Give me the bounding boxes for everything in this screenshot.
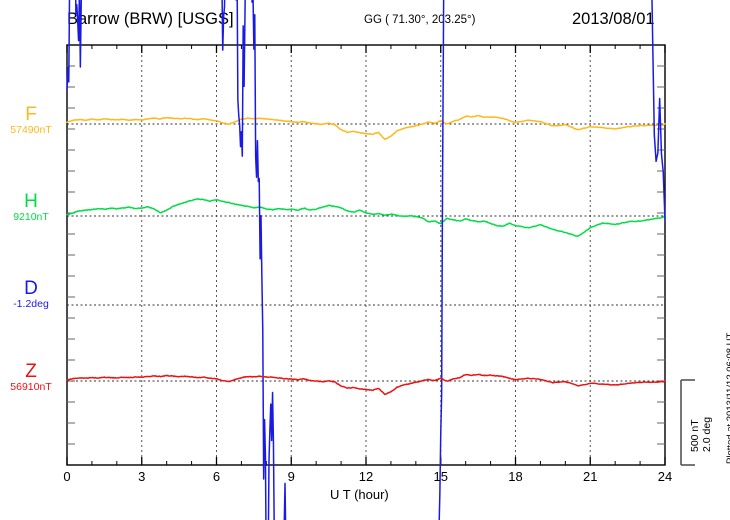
scale-bar-nt-label: 500 nT bbox=[689, 419, 701, 452]
trace-H bbox=[66, 198, 666, 237]
component-label-Z: Z 56910nT bbox=[0, 362, 62, 394]
station-title: Barrow (BRW) [USGS] bbox=[67, 10, 234, 28]
trace-F bbox=[66, 114, 666, 141]
component-letter-D: D bbox=[24, 278, 38, 299]
component-letter-F: F bbox=[25, 104, 37, 125]
x-tick-label: 3 bbox=[138, 469, 146, 484]
x-tick-label: 6 bbox=[212, 469, 221, 484]
observation-date: 2013/08/01 bbox=[572, 10, 655, 28]
x-tick-label: 15 bbox=[433, 469, 448, 484]
x-tick-label: 9 bbox=[287, 469, 295, 484]
component-label-H: H 9210nT bbox=[0, 192, 62, 224]
trace-Z bbox=[66, 373, 666, 396]
component-letter-Z: Z bbox=[25, 361, 37, 382]
component-letter-H: H bbox=[24, 191, 38, 212]
component-label-D: D -1.2deg bbox=[0, 279, 62, 311]
scale-bar-deg-label: 2.0 deg bbox=[701, 416, 713, 452]
x-tick-label: 24 bbox=[657, 469, 673, 484]
x-tick-label: 0 bbox=[63, 469, 71, 484]
x-tick-label: 12 bbox=[358, 469, 374, 484]
x-axis-title: U T (hour) bbox=[330, 487, 389, 502]
geographic-coordinates: GG ( 71.30°, 203.25°) bbox=[364, 14, 476, 26]
plot-timestamp: Plotted at 2013/11/12 06:08 UT bbox=[725, 332, 730, 464]
component-baseline-F: 57490nT bbox=[10, 124, 52, 136]
component-baseline-D: -1.2deg bbox=[13, 298, 49, 310]
x-tick-label: 18 bbox=[508, 469, 523, 484]
component-baseline-H: 9210nT bbox=[13, 211, 49, 223]
component-label-F: F 57490nT bbox=[0, 105, 62, 137]
x-tick-label: 21 bbox=[583, 469, 598, 484]
component-baseline-Z: 56910nT bbox=[10, 381, 52, 393]
